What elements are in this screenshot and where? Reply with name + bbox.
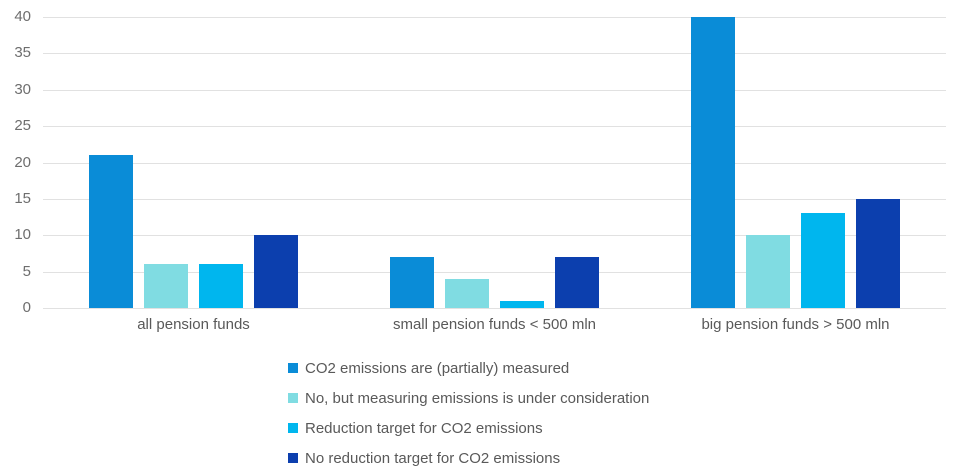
legend-item-label: No, but measuring emissions is under con… bbox=[305, 389, 650, 407]
y-axis-tick-label: 25 bbox=[14, 117, 31, 134]
y-axis-tick-label: 0 bbox=[22, 299, 31, 316]
gridline bbox=[43, 199, 946, 200]
y-axis-tick-label: 15 bbox=[14, 190, 31, 207]
bar bbox=[89, 155, 133, 308]
bar bbox=[390, 257, 434, 308]
y-axis-tick-label: 40 bbox=[14, 8, 31, 25]
gridline bbox=[43, 235, 946, 236]
bar-group bbox=[43, 17, 344, 308]
legend-swatch bbox=[288, 363, 298, 373]
legend-item-label: No reduction target for CO2 emissions bbox=[305, 449, 561, 467]
gridline bbox=[43, 163, 946, 164]
bar bbox=[144, 264, 188, 308]
y-axis-tick-label: 20 bbox=[14, 154, 31, 171]
bar bbox=[801, 213, 845, 308]
gridline bbox=[43, 17, 946, 18]
legend-item-label: CO2 emissions are (partially) measured bbox=[305, 359, 570, 377]
legend-swatch bbox=[288, 453, 298, 463]
bar bbox=[445, 278, 489, 308]
legend-swatch bbox=[288, 393, 298, 403]
gridline bbox=[43, 90, 946, 91]
plot-area bbox=[43, 17, 946, 309]
bar bbox=[746, 235, 790, 308]
legend-swatch bbox=[288, 423, 298, 433]
gridline bbox=[43, 272, 946, 273]
legend-item: CO2 emissions are (partially) measured bbox=[288, 353, 649, 383]
y-axis-tick-label: 10 bbox=[14, 226, 31, 243]
bar-group bbox=[645, 17, 946, 308]
legend: CO2 emissions are (partially) measured No… bbox=[288, 353, 649, 473]
x-axis-category-label: big pension funds > 500 mln bbox=[701, 316, 890, 333]
bars-layer bbox=[43, 17, 946, 308]
legend-item: Reduction target for CO2 emissions bbox=[288, 413, 649, 443]
legend-item: No reduction target for CO2 emissions bbox=[288, 443, 649, 473]
gridline bbox=[43, 308, 946, 309]
bar bbox=[856, 198, 900, 308]
y-axis-tick-label: 35 bbox=[14, 44, 31, 61]
bar bbox=[500, 300, 544, 308]
x-axis: all pension funds small pension funds < 5… bbox=[43, 316, 946, 333]
legend-item: No, but measuring emissions is under con… bbox=[288, 383, 649, 413]
gridline bbox=[43, 53, 946, 54]
y-axis: 0 5 10 15 20 25 30 35 40 bbox=[0, 0, 31, 476]
bar bbox=[199, 264, 243, 308]
legend-item-label: Reduction target for CO2 emissions bbox=[305, 419, 543, 437]
bar bbox=[691, 17, 735, 308]
y-axis-tick-label: 30 bbox=[14, 81, 31, 98]
gridline bbox=[43, 126, 946, 127]
y-axis-tick-label: 5 bbox=[22, 263, 31, 280]
bar-group bbox=[344, 17, 645, 308]
bar bbox=[254, 235, 298, 308]
x-axis-category-label: all pension funds bbox=[137, 316, 250, 333]
bar bbox=[555, 257, 599, 308]
x-axis-category-label: small pension funds < 500 mln bbox=[392, 316, 597, 333]
